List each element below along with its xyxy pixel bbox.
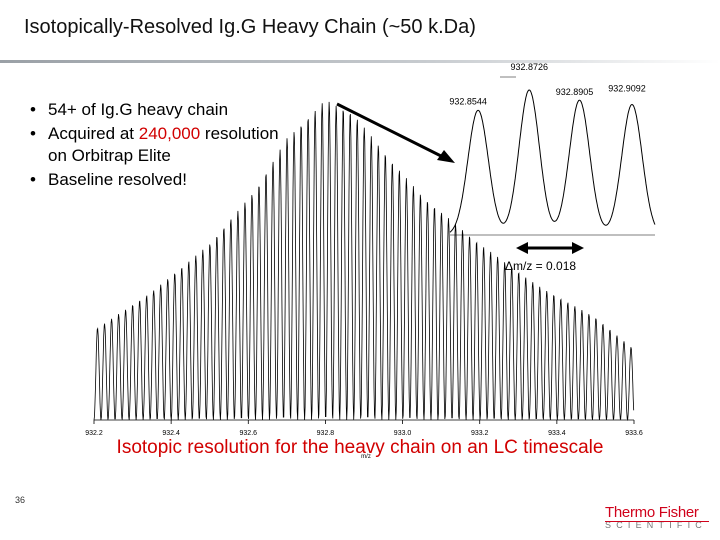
x-tick-label: 933.4 — [548, 430, 566, 437]
title-divider — [0, 60, 720, 63]
bullet-resolution: Acquired at 240,000 resolution on Orbitr… — [30, 123, 300, 167]
peak-label: 932.8905 — [556, 87, 594, 97]
x-tick-label: 933.2 — [471, 430, 489, 437]
logo-subtitle: SCIENTIFIC — [605, 520, 708, 530]
slide-title: Isotopically-Resolved Ig.G Heavy Chain (… — [24, 16, 476, 38]
x-tick-label: 932.2 — [85, 430, 103, 437]
main-x-axis: 932.2 932.4 932.6 932.8 933.0 933.2 933.4 933.6… — [85, 419, 643, 460]
bullet-list: 54+ of Ig.G heavy chain Acquired at 240,… — [30, 99, 300, 193]
page-number: 36 — [15, 495, 26, 505]
bottom-caption: Isotopic resolution for the heavy chain … — [116, 437, 604, 458]
bullet-baseline: Baseline resolved! — [30, 169, 300, 191]
logo-underline — [605, 521, 709, 522]
spectrum-trace — [93, 101, 635, 422]
logo-wordmark: Thermo Fisher — [605, 504, 699, 521]
bullet-resolution-suffix: resolution on Orbitrap Elite — [48, 124, 279, 165]
zoom-inset: 932.8544 932.8726 932.8905 932.9092 — [449, 62, 656, 236]
thermo-fisher-logo: Thermo Fisher SCIENTIFIC — [605, 505, 709, 531]
peak-label: 932.9092 — [608, 84, 646, 94]
inset-trace — [449, 89, 656, 233]
resolution-value: 240,000 — [138, 124, 201, 143]
peak-label: 932.8726 — [510, 62, 548, 72]
x-axis-label: m/z — [361, 454, 371, 460]
delta-mz-arrow — [516, 242, 584, 254]
x-tick-label: 932.8 — [317, 430, 335, 437]
pointer-arrow — [336, 102, 455, 163]
bullet-charge-state: 54+ of Ig.G heavy chain — [30, 99, 300, 121]
bullet-resolution-prefix: Acquired at — [48, 124, 139, 143]
main-spectrum — [93, 101, 635, 422]
peak-label: 932.8544 — [449, 96, 487, 106]
x-tick-label: 933.0 — [394, 430, 412, 437]
x-tick-label: 933.6 — [625, 430, 643, 437]
x-tick-label: 932.4 — [162, 430, 180, 437]
delta-mz-label: Δm/z = 0.018 — [505, 259, 576, 273]
x-tick-label: 932.6 — [240, 430, 258, 437]
